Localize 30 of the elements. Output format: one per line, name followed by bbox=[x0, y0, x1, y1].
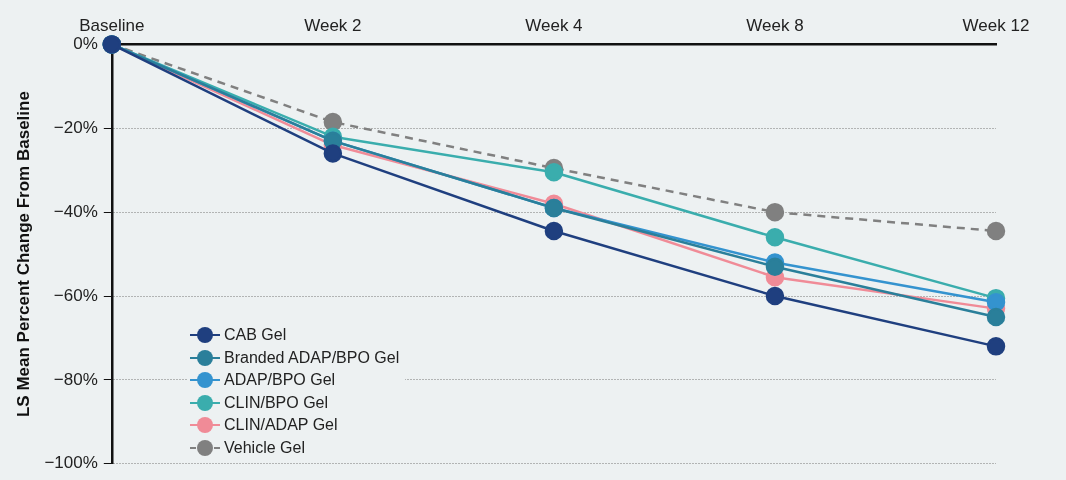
point bbox=[765, 286, 785, 306]
point bbox=[986, 293, 1006, 312]
y-tick-label: −80% bbox=[53, 369, 98, 389]
point bbox=[986, 307, 1006, 327]
y-tick-label: −20% bbox=[53, 117, 98, 137]
point bbox=[986, 337, 1006, 356]
legend-label: CLIN/ADAP Gel bbox=[224, 416, 338, 435]
point bbox=[544, 221, 564, 241]
point bbox=[544, 163, 564, 182]
point bbox=[986, 221, 1006, 241]
y-tick-label: −100% bbox=[44, 453, 98, 473]
x-tick-label: Week 4 bbox=[525, 15, 583, 35]
x-tick-label: Baseline bbox=[79, 15, 145, 35]
legend-label: Vehicle Gel bbox=[224, 438, 305, 457]
y-tick-label: 0% bbox=[73, 34, 98, 54]
legend-label: ADAP/BPO Gel bbox=[224, 371, 336, 390]
y-axis-title: LS Mean Percent Change From Baseline bbox=[13, 91, 33, 418]
legend-label: CAB Gel bbox=[224, 326, 287, 345]
point bbox=[765, 202, 785, 222]
point bbox=[765, 228, 785, 247]
point bbox=[323, 112, 343, 132]
x-tick-label: Week 2 bbox=[304, 15, 362, 35]
x-tick-label: Week 8 bbox=[746, 15, 804, 35]
legend-label: CLIN/BPO Gel bbox=[224, 393, 329, 412]
y-tick-label: −60% bbox=[53, 285, 98, 305]
legend-label: Branded ADAP/BPO Gel bbox=[224, 348, 400, 367]
y-tick-label: −40% bbox=[53, 201, 98, 221]
point bbox=[765, 257, 785, 276]
point bbox=[323, 144, 343, 163]
x-tick-label: Week 12 bbox=[962, 15, 1030, 35]
